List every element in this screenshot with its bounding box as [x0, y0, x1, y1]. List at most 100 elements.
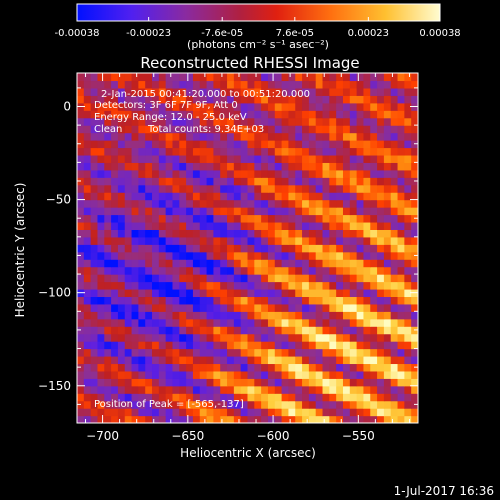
heatmap-cell [383, 221, 392, 230]
heatmap-cell [83, 303, 92, 312]
heatmap-cell [411, 281, 418, 290]
heatmap-cell [302, 125, 310, 134]
heatmap-cell [77, 125, 85, 134]
heatmap-cell [227, 214, 235, 223]
heatmap-cell [267, 132, 276, 141]
heatmap-cell [192, 385, 201, 394]
heatmap-cell [77, 393, 85, 402]
heatmap-cell [206, 154, 214, 163]
heatmap-cell [233, 80, 242, 89]
heatmap-cell [90, 147, 99, 156]
heatmap-cell [261, 363, 269, 372]
heatmap-cell [213, 140, 221, 149]
heatmap-cell [342, 184, 351, 193]
heatmap-cell [267, 162, 276, 171]
annotation-energy-range: Energy Range: 12.0 - 25.0 keV [94, 112, 247, 123]
heatmap-cell [206, 251, 214, 260]
heatmap-cell [104, 318, 112, 327]
heatmap-cell [131, 326, 139, 335]
heatmap-cell [322, 184, 330, 193]
heatmap-cell [281, 318, 290, 327]
heatmap-cell [186, 333, 194, 342]
heatmap-cell [138, 363, 146, 372]
heatmap-cell [377, 355, 385, 365]
heatmap-cell [192, 110, 201, 119]
heatmap-cell [233, 221, 242, 230]
heatmap-cell [206, 207, 214, 216]
heatmap-cell [315, 378, 324, 387]
heatmap-cell [247, 147, 255, 156]
heatmap-cell [377, 363, 385, 372]
heatmap-cell [83, 408, 92, 417]
heatmap-cell [158, 229, 167, 238]
heatmap-cell [383, 140, 392, 149]
heatmap-cell [117, 192, 126, 201]
heatmap-cell [158, 348, 167, 357]
heatmap-cell [308, 244, 317, 253]
heatmap-cell [77, 408, 85, 417]
heatmap-cell [308, 378, 317, 387]
axes: −700 −650 −600 −550−150−100−500 [38, 73, 418, 443]
heatmap-cell [411, 236, 418, 245]
heatmap-cell [315, 318, 324, 327]
heatmap-cell [77, 154, 85, 163]
heatmap-cell [138, 221, 146, 230]
heatmap-cell [145, 73, 153, 82]
heatmap-cell [295, 251, 303, 260]
heatmap-cell [117, 385, 126, 394]
heatmap-cell [267, 251, 276, 260]
heatmap-cell [158, 221, 167, 230]
heatmap-cell [308, 333, 317, 342]
heatmap-cell [152, 95, 160, 104]
heatmap-cell [199, 311, 208, 320]
heatmap-cell [274, 311, 283, 320]
heatmap-cell [124, 274, 133, 283]
heatmap-cell [227, 140, 235, 149]
heatmap-cell [247, 162, 255, 171]
heatmap-cell [158, 341, 167, 350]
heatmap-cell [247, 266, 255, 275]
heatmap-cell [370, 259, 378, 268]
heatmap-cell [117, 266, 126, 275]
heatmap-cell [213, 266, 221, 275]
heatmap-cell [145, 244, 153, 253]
heatmap-cell [308, 318, 317, 327]
heatmap-cell [90, 87, 99, 96]
heatmap-cell [261, 110, 269, 119]
heatmap-cell [83, 318, 92, 327]
heatmap-cell [233, 363, 242, 372]
heatmap-cell [240, 341, 249, 350]
heatmap-cell [261, 95, 269, 104]
heatmap-cell [261, 296, 269, 305]
heatmap-cell [172, 177, 180, 186]
heatmap-cell [192, 333, 201, 342]
heatmap-cell [192, 378, 201, 387]
heatmap-cell [383, 236, 392, 245]
heatmap-cell [342, 393, 351, 402]
heatmap-cell [227, 169, 235, 178]
heatmap-cell [158, 95, 167, 104]
heatmap-cell [397, 169, 405, 178]
heatmap-cell [342, 102, 351, 111]
heatmap-cell [186, 266, 194, 275]
heatmap-cell [145, 348, 153, 357]
heatmap-cell [356, 117, 365, 126]
heatmap-cell [111, 355, 119, 365]
heatmap-cell [131, 140, 139, 149]
heatmap-cell [411, 415, 418, 423]
heatmap-cell [158, 259, 167, 268]
heatmap-cell [274, 318, 283, 327]
heatmap-cell [315, 341, 324, 350]
heatmap-cell [254, 355, 262, 365]
heatmap-cell [186, 80, 194, 89]
heatmap-cell [349, 229, 358, 238]
heatmap-cell [77, 415, 85, 423]
heatmap-cell [342, 348, 351, 357]
heatmap-cell [192, 408, 201, 417]
heatmap-cell [349, 348, 358, 357]
heatmap-cell [186, 169, 194, 178]
heatmap-cell [267, 326, 276, 335]
heatmap-cell [206, 102, 214, 111]
heatmap-cell [124, 169, 133, 178]
heatmap-cell [322, 341, 330, 350]
